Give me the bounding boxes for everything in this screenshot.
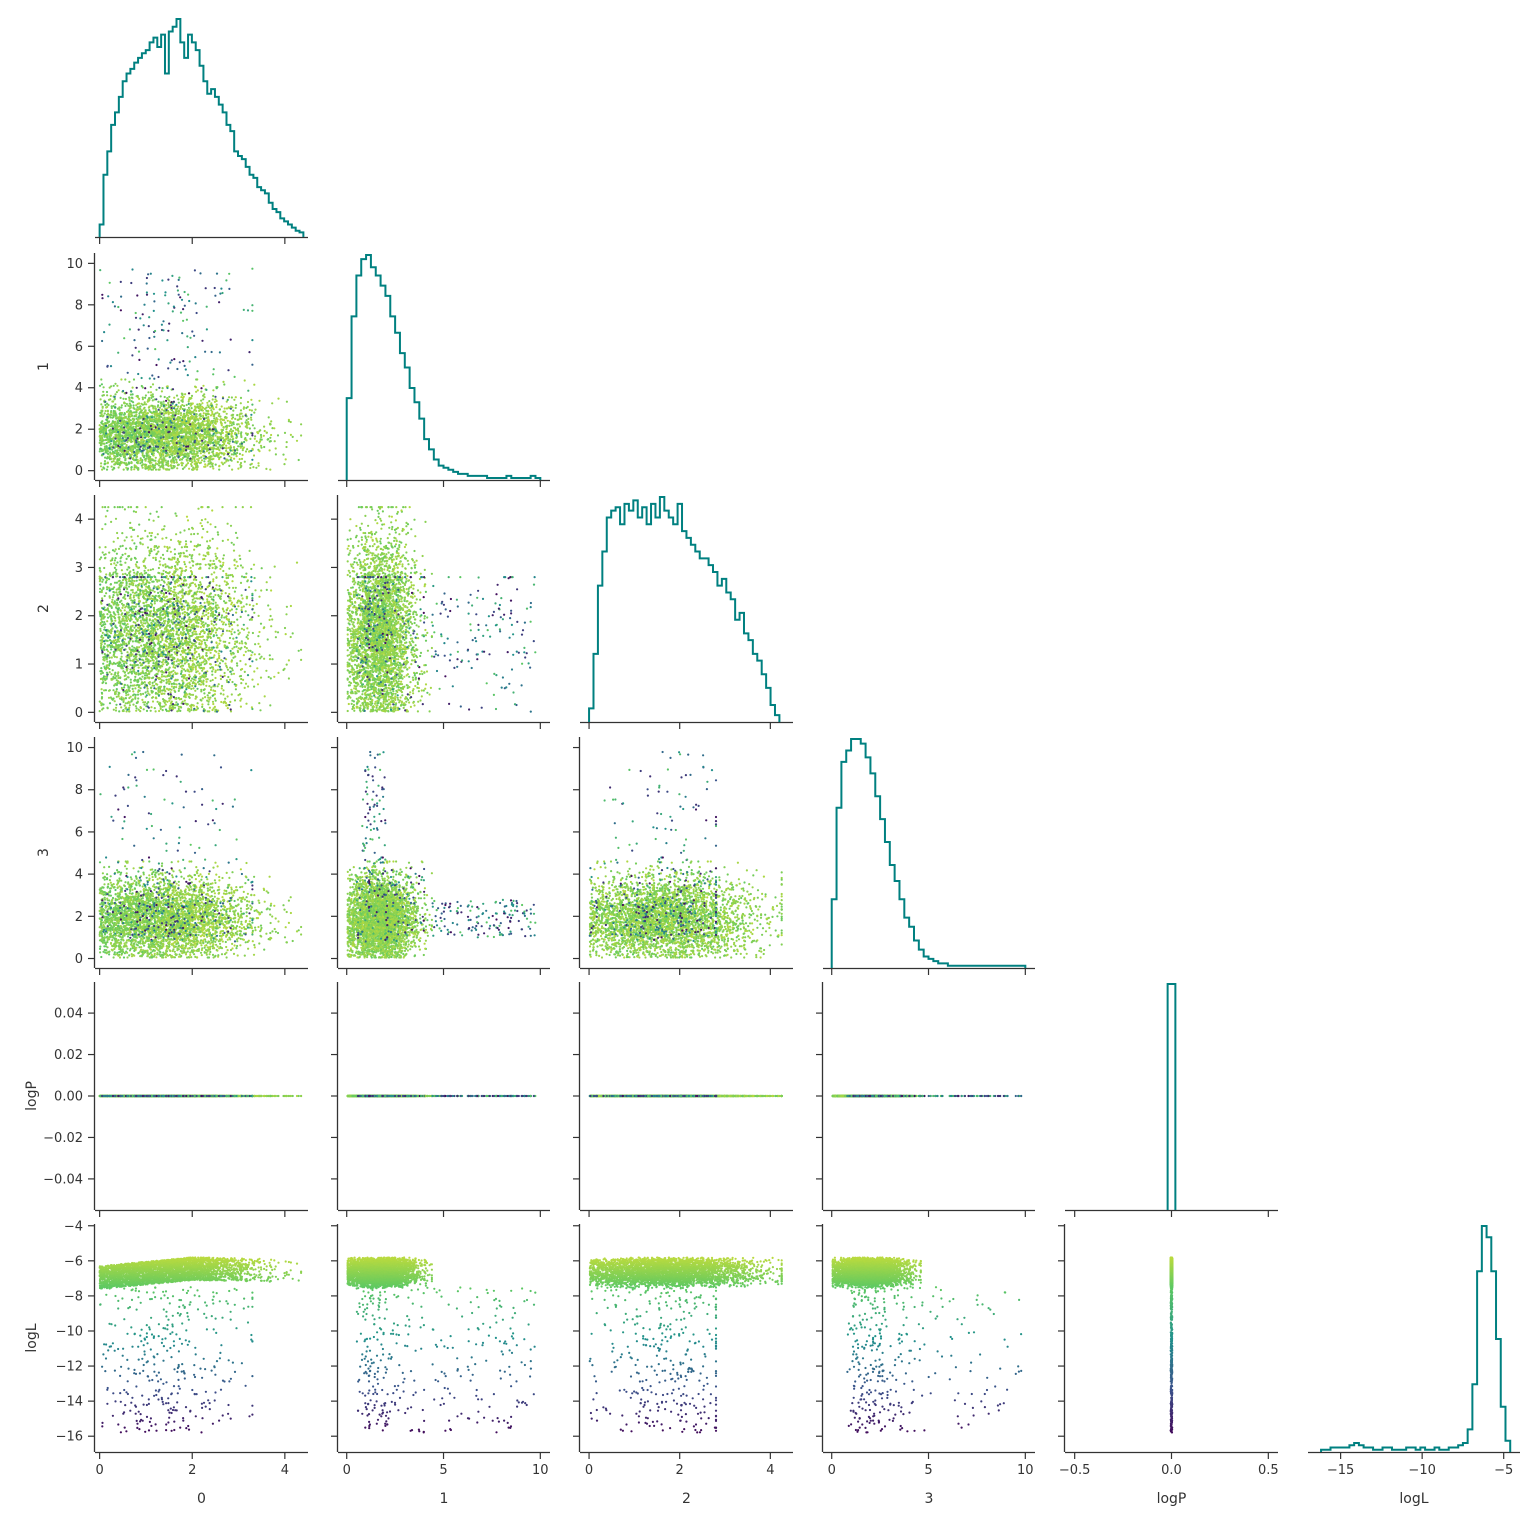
scatter-point <box>273 427 275 429</box>
scatter-point <box>163 401 165 403</box>
scatter-point <box>236 414 238 416</box>
scatter-point <box>208 400 210 402</box>
scatter-point <box>128 461 130 463</box>
scatter-point <box>120 397 122 399</box>
y-tick-label: 8 <box>75 298 83 313</box>
scatter-point <box>260 447 262 449</box>
scatter-point <box>160 395 162 397</box>
scatter-point <box>269 437 271 439</box>
scatter-point <box>231 396 233 398</box>
scatter-point <box>178 402 180 404</box>
scatter-point <box>246 448 248 450</box>
scatter-point <box>160 405 162 407</box>
scatter-point <box>102 391 104 393</box>
scatter-point <box>126 441 128 443</box>
cell-1-vs-0: 02468101 <box>36 253 308 487</box>
scatter-point <box>184 393 186 395</box>
scatter-point <box>147 391 149 393</box>
scatter-point <box>104 457 106 459</box>
scatter-point <box>201 459 203 461</box>
scatter-point <box>113 385 115 387</box>
scatter-point <box>254 409 256 411</box>
scatter-point <box>250 417 252 419</box>
scatter-point <box>159 407 161 409</box>
pairplot-figure: 0246810101234202468103−0.04−0.020.000.02… <box>0 0 1530 1513</box>
scatter-point <box>285 446 287 448</box>
scatter-point <box>263 446 265 448</box>
scatter-point <box>100 403 102 405</box>
scatter-point <box>218 413 220 415</box>
scatter-point <box>138 398 140 400</box>
scatter-point <box>187 462 189 464</box>
scatter-point <box>172 411 174 413</box>
scatter-point <box>120 378 122 380</box>
y-tick-label: 4 <box>75 381 83 396</box>
scatter-point <box>239 425 241 427</box>
scatter-point <box>224 411 226 413</box>
scatter-point <box>101 469 103 471</box>
scatter-point <box>105 410 107 412</box>
scatter-point <box>284 432 286 434</box>
scatter-point <box>114 383 116 385</box>
scatter-point <box>237 468 239 470</box>
scatter-point <box>130 469 132 471</box>
histogram-0 <box>100 19 304 237</box>
scatter-point <box>116 391 118 393</box>
y-tick-label: 10 <box>66 257 83 272</box>
y-tick-label: 6 <box>75 340 83 355</box>
scatter-point <box>300 434 302 436</box>
scatter-point <box>104 460 106 462</box>
cell-0-vs-0 <box>95 19 308 244</box>
scatter-points <box>99 268 303 471</box>
scatter-point <box>233 458 235 460</box>
scatter-point <box>104 412 106 414</box>
scatter-point <box>207 404 209 406</box>
scatter-point <box>264 430 266 432</box>
scatter-point <box>290 434 292 436</box>
scatter-point <box>100 378 102 380</box>
scatter-point <box>155 469 157 471</box>
scatter-point <box>202 398 204 400</box>
scatter-point <box>300 423 302 425</box>
scatter-point <box>212 458 214 460</box>
y-tick-label: 0 <box>75 464 83 479</box>
y-tick-label: 2 <box>75 423 83 438</box>
scatter-point <box>270 420 272 422</box>
scatter-point <box>177 406 179 408</box>
scatter-point <box>107 466 109 468</box>
scatter-point <box>157 401 159 403</box>
scatter-point <box>254 435 256 437</box>
scatter-point <box>216 404 218 406</box>
scatter-point <box>188 407 190 409</box>
scatter-point <box>109 416 111 418</box>
scatter-point <box>164 396 166 398</box>
scatter-point <box>220 447 222 449</box>
scatter-point <box>114 393 116 395</box>
scatter-point <box>125 398 127 400</box>
scatter-point <box>274 440 276 442</box>
scatter-point <box>133 415 135 417</box>
scatter-point <box>292 436 294 438</box>
scatter-point <box>200 391 202 393</box>
scatter-point <box>203 460 205 462</box>
